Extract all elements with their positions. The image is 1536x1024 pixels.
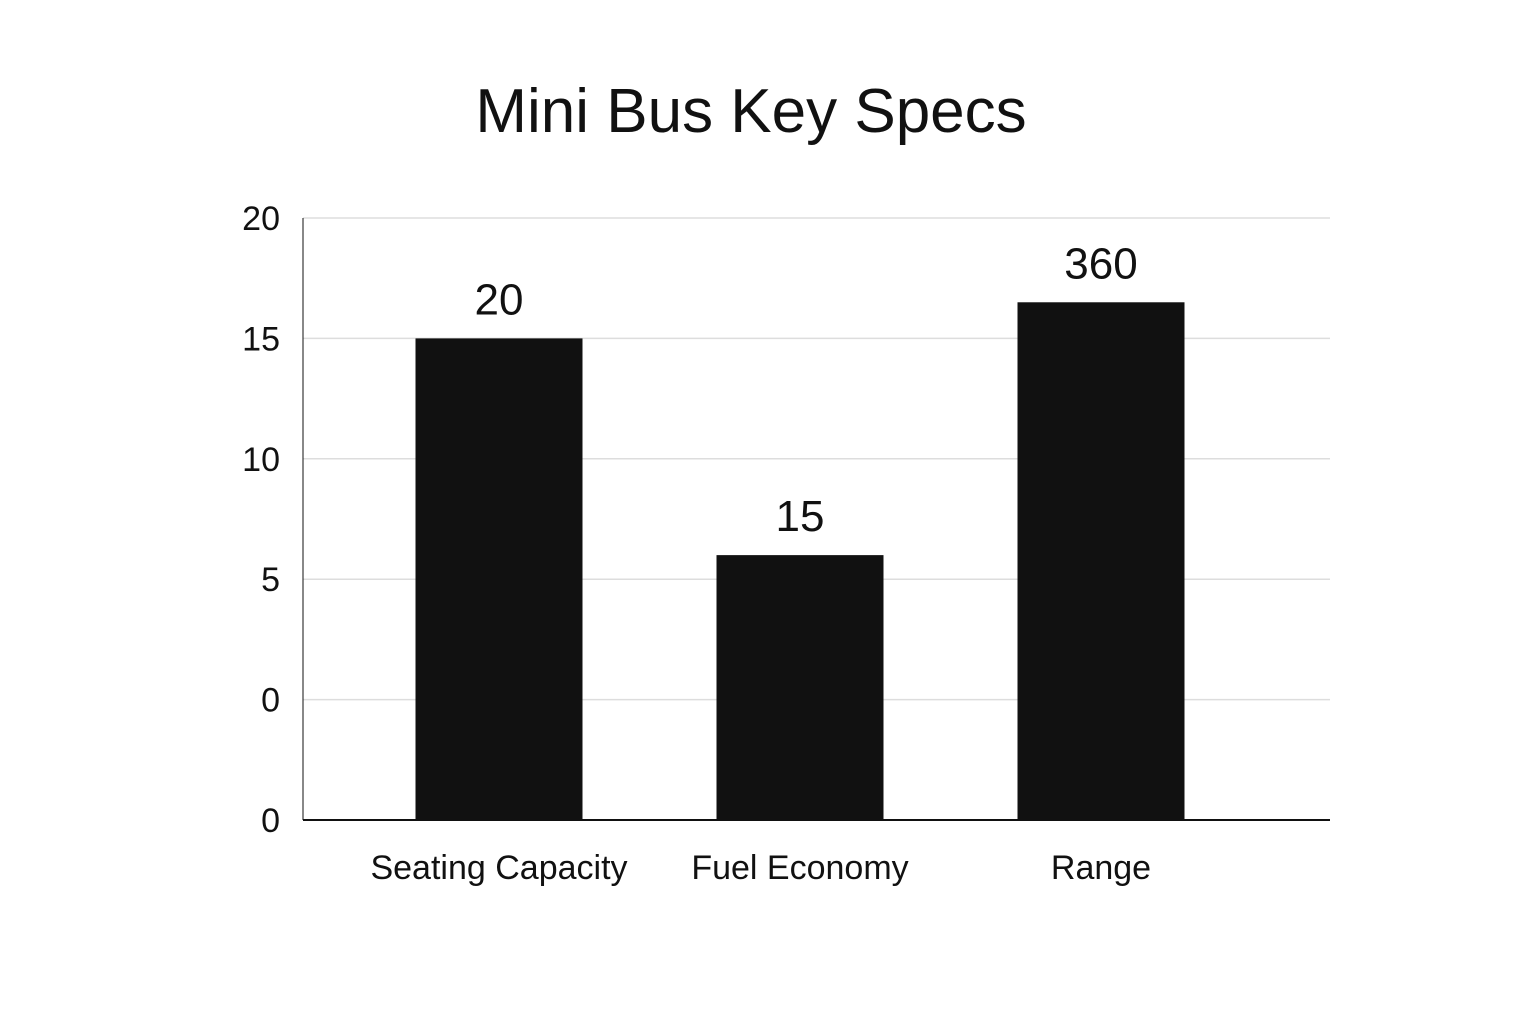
data-labels: 20 15 360 [475, 239, 1138, 541]
chart-title: Mini Bus Key Specs [475, 77, 1026, 146]
x-axis-categories: Seating Capacity Fuel Economy Range [370, 849, 1151, 887]
y-tick-label: 0 [261, 682, 280, 720]
bars [415, 302, 1185, 820]
x-category-label: Seating Capacity [370, 849, 627, 887]
y-tick-label: 5 [261, 561, 280, 599]
bar [415, 338, 583, 820]
x-category-label: Range [1051, 849, 1151, 887]
bar [1017, 302, 1185, 820]
bar-data-label: 20 [475, 275, 524, 324]
y-tick-label: 15 [242, 320, 280, 358]
y-tick-label: 20 [242, 200, 280, 238]
bar-data-label: 360 [1064, 239, 1137, 288]
y-axis-ticks: 0 0 5 10 15 20 [242, 200, 280, 840]
bar-data-label: 15 [776, 492, 825, 541]
x-category-label: Fuel Economy [691, 849, 908, 887]
y-tick-label: 0 [261, 802, 280, 840]
bar [716, 555, 884, 820]
y-tick-label: 10 [242, 441, 280, 479]
